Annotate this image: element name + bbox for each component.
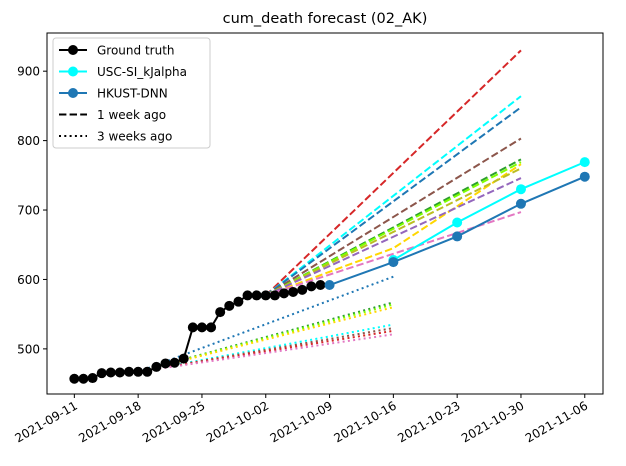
legend-marker-2: [68, 88, 78, 98]
y-tick-label: 900: [17, 65, 40, 79]
ground-truth-point: [196, 322, 207, 333]
ground-truth-point: [169, 357, 180, 368]
ground-truth-point: [251, 290, 262, 301]
forecast-1-week-ago-line-3: [265, 137, 522, 297]
x-tick-label: 2021-09-11: [12, 398, 79, 445]
hkust-dnn-point: [579, 171, 590, 182]
x-tick-label: 2021-11-06: [523, 398, 590, 445]
ground-truth-point: [160, 358, 171, 369]
x-tick-label: 2021-09-25: [140, 398, 207, 445]
hkust-dnn-point: [388, 257, 399, 268]
ground-truth-point: [242, 290, 253, 301]
ground-truth-point: [105, 367, 116, 378]
ground-truth-point: [87, 373, 98, 384]
ground-truth-point: [269, 290, 280, 301]
plot-series: [69, 49, 590, 384]
x-tick-label: 2021-10-02: [204, 398, 271, 445]
legend-box: [52, 37, 211, 149]
hkust-dnn-point: [515, 198, 526, 209]
x-tick-label: 2021-10-16: [331, 398, 398, 445]
ground-truth-point: [78, 373, 89, 384]
ground-truth-point: [96, 368, 107, 379]
usc-si-kjalpha-point: [515, 184, 526, 195]
legend-marker-0: [68, 45, 78, 55]
legend-label-0: Ground truth: [97, 44, 175, 58]
ground-truth-point: [187, 322, 198, 333]
usc-si-kjalpha-point: [579, 157, 590, 168]
legend-label-1: USC-SI_kJalpha: [97, 65, 187, 79]
ground-truth-point: [69, 373, 80, 384]
x-tick-label: 2021-09-18: [76, 398, 143, 445]
ground-truth-point: [297, 284, 308, 295]
x-tick-label: 2021-10-30: [459, 398, 526, 445]
ground-truth-point: [288, 286, 299, 297]
legend-label-3: 1 week ago: [97, 108, 166, 122]
y-tick-label: 500: [17, 342, 40, 356]
forecast-1-week-ago-line-6: [265, 163, 522, 297]
y-tick-label: 600: [17, 273, 40, 287]
ground-truth-point: [151, 361, 162, 372]
ground-truth-point: [278, 288, 289, 299]
forecast-1-week-ago-line-1: [265, 95, 522, 297]
y-tick-label: 700: [17, 204, 40, 218]
ground-truth-point: [114, 367, 125, 378]
plot-area: [69, 49, 590, 384]
ground-truth-point: [224, 300, 235, 311]
ground-truth-point: [124, 366, 135, 377]
usc-si-kjalpha-point: [452, 217, 463, 228]
x-tick-label: 2021-10-23: [395, 398, 462, 445]
ground-truth-point: [315, 280, 326, 291]
ground-truth-point: [215, 307, 226, 318]
usc-si-kjalpha-line: [392, 161, 586, 261]
legend-label-2: HKUST-DNN: [97, 87, 168, 101]
ground-truth-point: [260, 290, 271, 301]
hkust-dnn-point: [324, 280, 335, 291]
legend-marker-1: [68, 66, 78, 77]
legend: Ground truth USC-SI_kJalpha HKUST-DNN 1 wee…: [52, 37, 211, 149]
legend-label-4: 3 weeks ago: [97, 130, 172, 144]
chart-title: cum_death forecast (02_AK): [223, 11, 428, 27]
forecast-1-week-ago-line-2: [265, 106, 522, 297]
hkust-dnn-point: [452, 231, 463, 242]
forecast-1-week-ago-line-7: [265, 167, 522, 297]
forecast-1-week-ago-line-0: [265, 49, 522, 297]
x-tick-label: 2021-10-09: [268, 398, 335, 445]
ground-truth-point: [178, 353, 189, 364]
plot-frame: [46, 32, 604, 395]
ground-truth-point: [133, 366, 144, 377]
ground-truth-line: [74, 284, 321, 380]
ground-truth-point: [142, 366, 153, 377]
y-tick-label: 800: [17, 134, 40, 148]
ground-truth-point: [306, 281, 317, 292]
ground-truth-point: [233, 296, 244, 307]
forecast-1-week-ago-line-8: [265, 177, 522, 297]
ground-truth-point: [206, 322, 217, 333]
forecast-1-week-ago-line-9: [265, 211, 522, 297]
forecast-3-weeks-ago-line-7: [138, 333, 394, 373]
